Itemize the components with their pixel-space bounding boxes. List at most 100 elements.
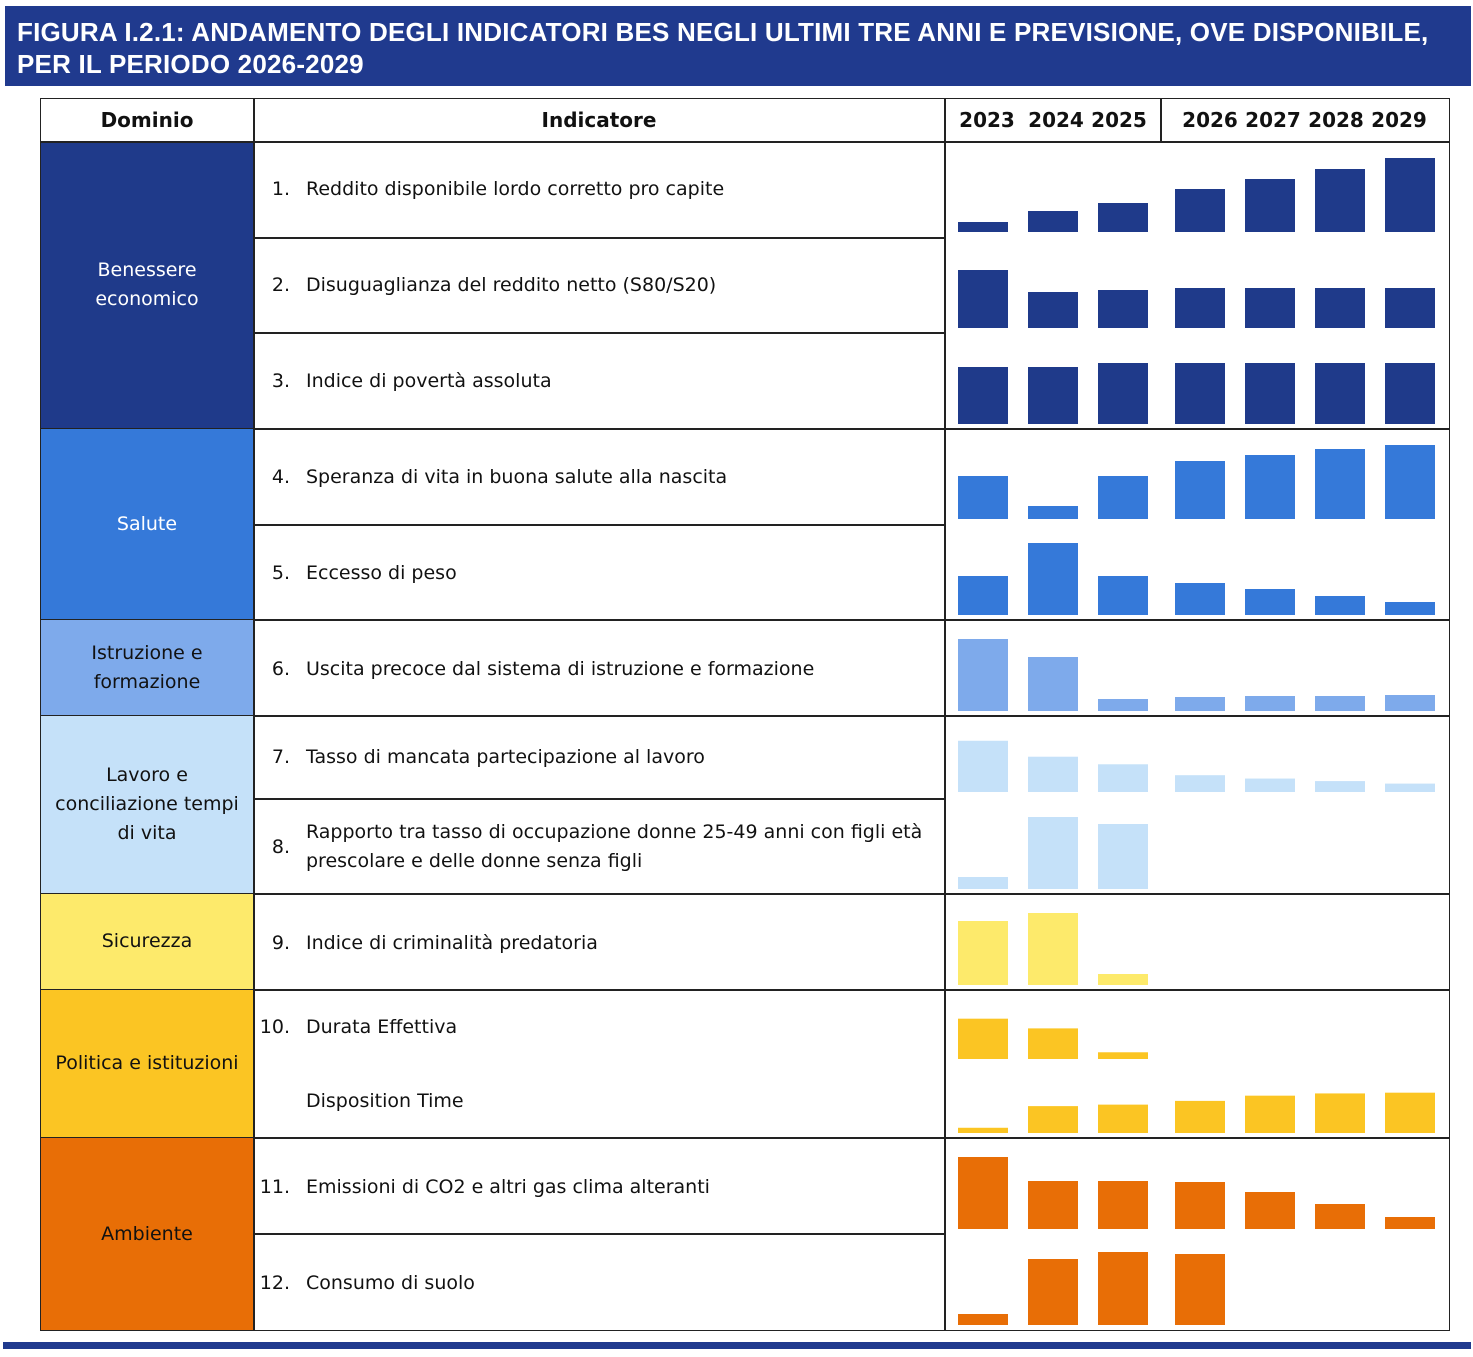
domain-label: Istruzione e formazione	[91, 641, 203, 693]
year-2026: 2026	[1182, 108, 1238, 132]
bar-indicator-3-2026	[1175, 363, 1225, 424]
bar-indicator-12-2025	[1098, 1181, 1148, 1229]
divider-indicatore	[944, 98, 946, 1331]
indicator-num-2: 2.	[271, 274, 290, 296]
header-indicatore: Indicatore	[541, 108, 657, 132]
row-rule	[253, 619, 1450, 621]
bar-indicator-6-2024	[1028, 657, 1078, 711]
bar-indicator-10-2023	[958, 1018, 1008, 1059]
bar-indicator-4-2027	[1245, 455, 1295, 519]
indicator-label-12: Consumo di suolo	[306, 1272, 475, 1294]
row-rule	[253, 989, 1450, 991]
indicator-num-5: 5.	[271, 562, 290, 584]
bar-indicator-5-2024	[1028, 543, 1078, 615]
indicator-label-4: Speranza di vita in buona salute alla na…	[306, 466, 728, 488]
bar-indicator-4-2026	[1175, 461, 1225, 519]
bar-indicator-8-2023	[958, 877, 1008, 889]
indicator-num-8: 8.	[271, 836, 290, 858]
row-rule	[253, 715, 1450, 717]
bar-indicator-7-2027	[1245, 778, 1295, 792]
indicator-num-6: 6.	[271, 658, 290, 680]
bar-indicator-2-2024	[1028, 292, 1078, 328]
bar-indicator-12-2026	[1175, 1182, 1225, 1229]
bar-indicator-1-2025	[1098, 203, 1148, 232]
indicator-num-12: 12.	[259, 1272, 290, 1294]
domain-label: Benessere economico	[95, 259, 199, 310]
row-rule	[253, 237, 945, 239]
indicator-label-1: Reddito disponibile lordo corretto pro c…	[306, 178, 725, 200]
bar-indicator-13-2024	[1028, 1259, 1078, 1325]
bar-indicator-8-2024	[1028, 817, 1078, 889]
bar-indicator-4-2024	[1028, 506, 1078, 519]
bar-indicator-4-2029	[1385, 445, 1435, 519]
bar-indicator-7-2023	[958, 740, 1008, 792]
bar-indicator-5-2029	[1385, 602, 1435, 615]
indicator-label-6: Uscita precoce dal sistema di istruzione…	[306, 658, 815, 680]
bar-indicator-1-2029	[1385, 158, 1435, 232]
indicator-num-4: 4.	[271, 466, 290, 488]
bar-indicator-1-2026	[1175, 189, 1225, 232]
table-frame	[40, 98, 1450, 1331]
bar-indicator-2-2029	[1385, 288, 1435, 328]
bar-indicator-2-2025	[1098, 290, 1148, 328]
bar-indicator-12-2028	[1315, 1204, 1365, 1229]
bar-indicator-10-2024	[1028, 1028, 1078, 1059]
domain-benessere-economico: Benessere economico	[41, 142, 253, 429]
indicator-label-11: Emissioni di CO2 e altri gas clima alter…	[306, 1176, 710, 1198]
bar-indicator-3-2029	[1385, 363, 1435, 424]
bar-indicator-5-2026	[1175, 583, 1225, 615]
bar-indicator-11-2024	[1028, 1106, 1078, 1133]
domain-ambiente: Ambiente	[41, 1138, 253, 1330]
domain-lavoro-conciliazione: Lavoro e conciliazione tempi di vita	[41, 716, 253, 894]
figure-title: FIGURA I.2.1: ANDAMENTO DEGLI INDICATORI…	[5, 6, 1471, 86]
bar-indicator-9-2023	[958, 921, 1008, 985]
header-rule	[40, 141, 1450, 143]
bar-indicator-11-2023	[958, 1127, 1008, 1133]
indicator-num-1: 1.	[271, 178, 290, 200]
bar-indicator-1-2023	[958, 222, 1008, 232]
bar-indicator-4-2025	[1098, 476, 1148, 519]
domain-label: Sicurezza	[101, 930, 193, 952]
domain-label: Politica e istituzioni	[55, 1052, 239, 1074]
bar-indicator-13-2023	[958, 1314, 1008, 1325]
bottom-rule	[3, 1342, 1471, 1349]
row-rule	[253, 1137, 1450, 1139]
bar-indicator-2-2023	[958, 270, 1008, 328]
indicator-label-10b: Disposition Time	[306, 1090, 464, 1112]
bar-indicator-6-2026	[1175, 697, 1225, 711]
bar-indicator-7-2026	[1175, 775, 1225, 792]
bar-indicator-3-2027	[1245, 363, 1295, 424]
bar-indicator-7-2025	[1098, 764, 1148, 792]
row-rule	[253, 428, 1450, 430]
indicator-num-9: 9.	[271, 932, 290, 954]
bar-indicator-12-2027	[1245, 1192, 1295, 1229]
indicator-num-3: 3.	[271, 370, 290, 392]
bar-indicator-1-2027	[1245, 179, 1295, 232]
bar-indicator-5-2027	[1245, 589, 1295, 615]
bar-indicator-6-2029	[1385, 695, 1435, 711]
bar-indicator-4-2023	[958, 476, 1008, 519]
bar-indicator-7-2028	[1315, 781, 1365, 792]
domain-label: Salute	[116, 512, 178, 535]
row-rule	[253, 1233, 945, 1235]
indicator-label-5: Eccesso di peso	[306, 562, 457, 584]
indicator-num-11: 11.	[259, 1176, 290, 1198]
bar-indicator-11-2027	[1245, 1095, 1295, 1133]
bar-indicator-2-2026	[1175, 288, 1225, 328]
bar-indicator-6-2025	[1098, 699, 1148, 711]
divider-forecast	[1160, 98, 1162, 142]
header-dominio: Dominio	[100, 108, 194, 132]
bar-indicator-7-2029	[1385, 783, 1435, 792]
bar-indicator-9-2025	[1098, 974, 1148, 985]
bar-indicator-8-2025	[1098, 824, 1148, 889]
indicator-label-8: Rapporto tra tasso di occupazione donne …	[306, 821, 923, 872]
year-2024: 2024	[1028, 108, 1084, 132]
bar-indicator-3-2024	[1028, 367, 1078, 424]
row-rule	[253, 524, 945, 526]
bar-indicator-6-2023	[958, 639, 1008, 711]
bar-indicator-7-2024	[1028, 756, 1078, 792]
bar-indicator-3-2025	[1098, 363, 1148, 424]
bar-indicator-12-2029	[1385, 1217, 1435, 1229]
indicator-label-3: Indice di povertà assoluta	[306, 370, 552, 392]
row-rule	[253, 332, 945, 334]
